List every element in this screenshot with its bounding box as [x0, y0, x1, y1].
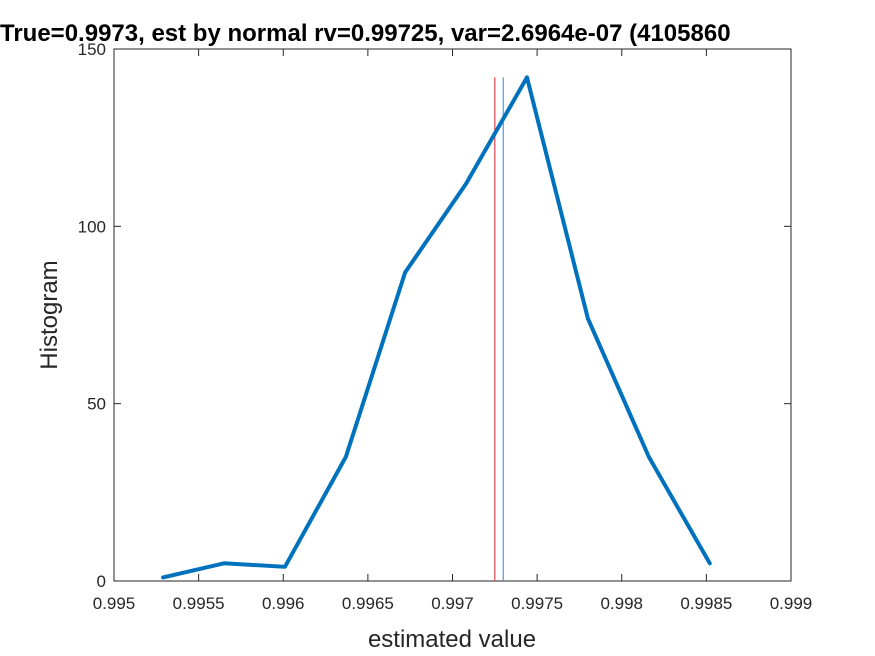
x-tick-label: 0.998 [600, 594, 643, 613]
y-tick-label: 100 [78, 217, 106, 236]
y-axis-label: Histogram [36, 260, 63, 369]
x-tick-label: 0.995 [93, 594, 136, 613]
y-tick-label: 0 [97, 572, 106, 591]
y-tick-label: 50 [87, 395, 106, 414]
x-tick-label: 0.996 [262, 594, 305, 613]
x-tick-label: 0.9985 [680, 594, 732, 613]
chart-title: True=0.9973, est by normal rv=0.99725, v… [0, 20, 731, 47]
y-tick-label: 150 [78, 40, 106, 59]
plot-area [113, 48, 792, 582]
x-axis-label: estimated value [368, 626, 536, 653]
x-tick-label: 0.999 [770, 594, 813, 613]
x-tick-label: 0.9975 [511, 594, 563, 613]
x-tick-label: 0.997 [431, 594, 474, 613]
y-ticks: 0 50 100 150 [78, 40, 791, 591]
x-tick-label: 0.9965 [342, 594, 394, 613]
x-tick-label: 0.9955 [173, 594, 225, 613]
reference-lines [494, 77, 504, 581]
x-ticks: 0.995 0.9955 0.996 0.9965 0.997 0.9975 0.998 0.… [93, 49, 813, 613]
series-line [161, 75, 712, 580]
